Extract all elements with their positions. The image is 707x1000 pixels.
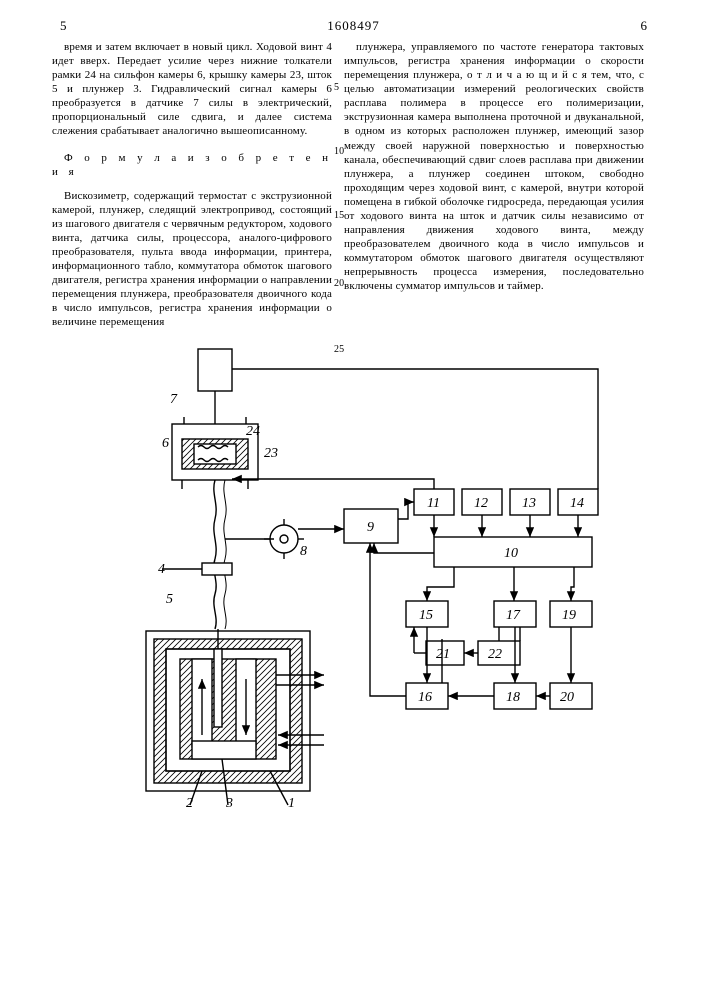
- sensor-7-box: [198, 349, 232, 391]
- label-23: 23: [264, 446, 278, 461]
- label-16: 16: [418, 690, 432, 705]
- label-20: 20: [560, 690, 574, 705]
- label-14: 14: [570, 496, 584, 511]
- line-number-20: 20: [334, 278, 344, 291]
- label-15: 15: [419, 608, 433, 623]
- label-24: 24: [246, 424, 260, 439]
- page: 5 1608497 6 время и затем включает в нов…: [0, 0, 707, 1000]
- text-columns: время и затем включает в новый цикл. Ход…: [0, 38, 707, 329]
- label-8: 8: [300, 544, 307, 559]
- label-13: 13: [522, 496, 536, 511]
- column-right: 5 10 15 20 25 плунжера, управляемого по …: [344, 40, 644, 329]
- left-paragraph-1: время и затем включает в новый цикл. Ход…: [52, 40, 332, 139]
- line-number-10: 10: [334, 146, 344, 159]
- document-id: 1608497: [90, 18, 617, 34]
- label-4: 4: [158, 562, 165, 577]
- label-21: 21: [436, 647, 450, 662]
- diagram-wrap: 7 6 24 23 4 5 8 2 3 1 9 11 12 13 14 10 1…: [0, 339, 707, 809]
- label-19: 19: [562, 608, 576, 623]
- label-5: 5: [166, 592, 173, 607]
- label-17: 17: [506, 608, 521, 623]
- label-3: 3: [225, 796, 233, 809]
- page-number-left: 5: [60, 18, 90, 34]
- line-number-15: 15: [334, 210, 344, 223]
- label-18: 18: [506, 690, 520, 705]
- label-1: 1: [288, 796, 295, 809]
- label-10: 10: [504, 546, 518, 561]
- column-left: время и затем включает в новый цикл. Ход…: [52, 40, 332, 329]
- gear-8: [270, 525, 298, 553]
- label-12: 12: [474, 496, 488, 511]
- label-7: 7: [170, 392, 178, 407]
- label-9: 9: [367, 520, 374, 535]
- label-6: 6: [162, 436, 169, 451]
- mechanical-assembly: [146, 349, 324, 805]
- label-22: 22: [488, 647, 502, 662]
- line-number-25: 25: [334, 344, 344, 357]
- label-2: 2: [186, 796, 193, 809]
- label-11: 11: [427, 496, 440, 511]
- left-paragraph-2: Вискозиметр, содержащий термостат с экст…: [52, 189, 332, 330]
- page-number-right: 6: [617, 18, 647, 34]
- line-number-5: 5: [334, 82, 339, 95]
- right-paragraph-1: плунжера, управляемого по частоте генера…: [344, 40, 644, 293]
- header: 5 1608497 6: [0, 0, 707, 38]
- schematic-diagram: 7 6 24 23 4 5 8 2 3 1 9 11 12 13 14 10 1…: [74, 339, 634, 809]
- formula-title: Ф о р м у л а и з о б р е т е н и я: [52, 151, 332, 179]
